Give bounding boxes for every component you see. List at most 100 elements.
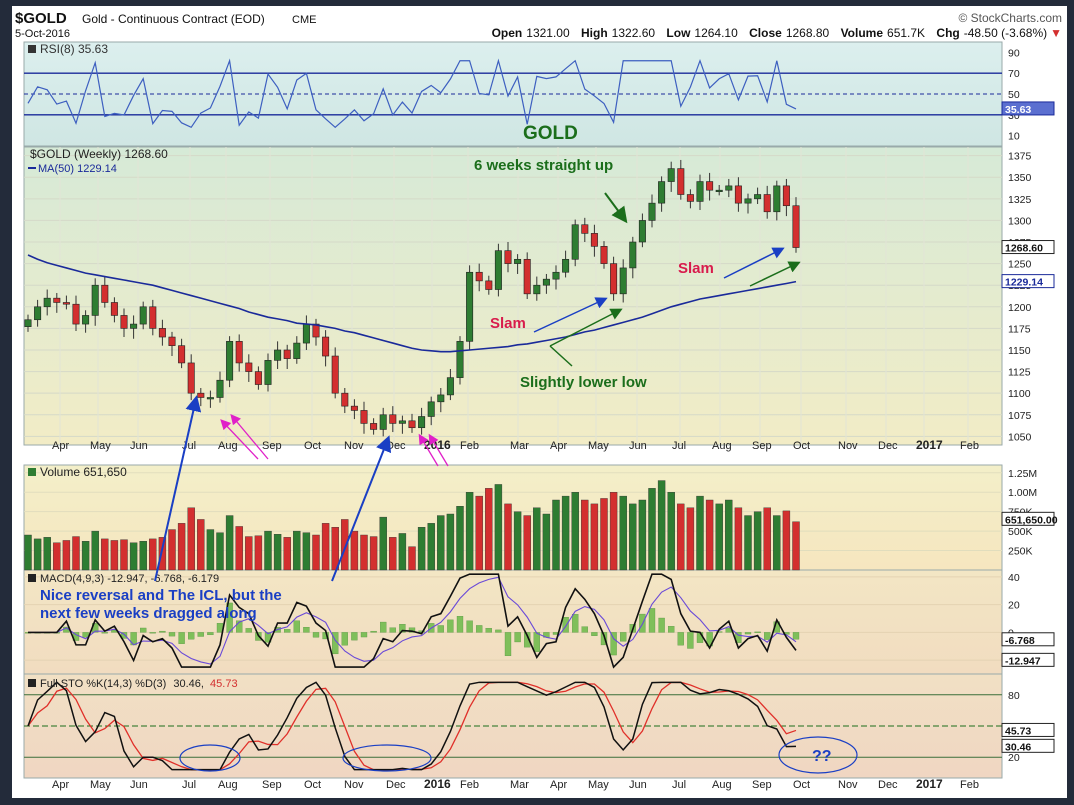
annotation-oval-2 xyxy=(342,744,432,772)
price-tick-label: 1300 xyxy=(1008,215,1032,227)
volume-bar-up xyxy=(494,484,503,571)
candle-down xyxy=(677,168,685,195)
candle-down xyxy=(600,246,608,264)
rsi-legend-icon xyxy=(28,45,36,53)
volume-bar-down xyxy=(389,537,397,571)
chart-header: $GOLD Gold - Continuous Contract (EOD) C… xyxy=(15,10,1062,40)
candle-down xyxy=(370,423,378,430)
macd-histogram-bar xyxy=(668,626,675,633)
candle-down xyxy=(792,205,800,248)
volume-bar-down xyxy=(523,515,531,571)
ma-badge-box xyxy=(1001,274,1055,289)
volume-bar-up xyxy=(657,480,666,571)
macd-histogram-bar xyxy=(408,627,416,633)
volume-bar-up xyxy=(513,511,522,571)
volume-bar-up xyxy=(773,515,781,571)
x-axis-label: May xyxy=(90,440,111,452)
annotation-lower-low-arrow-right xyxy=(749,261,801,287)
x-axis-label: Feb xyxy=(460,779,479,791)
candle-up xyxy=(43,297,51,308)
volume-badge: 651,650.00 xyxy=(1005,514,1058,526)
sto-tick-label: 80 xyxy=(1008,690,1020,702)
x-axis-label: Feb xyxy=(460,440,479,452)
macd-histogram-bar xyxy=(600,632,608,646)
candle-down xyxy=(53,297,61,303)
candle-down xyxy=(158,328,166,338)
volume-bar-down xyxy=(686,507,695,571)
x-axis-label: Apr xyxy=(52,779,69,791)
source-label: © StockCharts.com xyxy=(958,11,1062,25)
volume-bar-down xyxy=(72,536,80,571)
candle-up xyxy=(226,341,234,381)
volume-bar-up xyxy=(744,515,752,571)
volume-tick-label: 1.25M xyxy=(1008,468,1037,480)
volume-bar-down xyxy=(331,527,339,571)
macd-histogram-bar xyxy=(236,620,243,633)
candle-up xyxy=(379,414,387,430)
volume-bar-down xyxy=(792,521,800,571)
volume-bar-up xyxy=(33,538,42,571)
price-tick-label: 1350 xyxy=(1008,172,1032,184)
x-axis-label: Oct xyxy=(793,440,810,452)
volume-bar-down xyxy=(321,523,330,571)
volume-bar-up xyxy=(379,516,387,571)
volume-bar-up xyxy=(81,541,90,571)
sto-legend-icon xyxy=(28,679,36,687)
volume-bar-up xyxy=(648,488,656,571)
volume-bar-up xyxy=(753,511,762,571)
x-axis-label: Apr xyxy=(52,440,69,452)
macd-histogram-bar xyxy=(168,632,176,637)
macd-histogram-bar xyxy=(456,616,464,633)
candle-down xyxy=(72,303,80,325)
macd-histogram-bar xyxy=(495,629,502,633)
candle-up xyxy=(619,267,627,295)
macd-histogram-bar xyxy=(792,632,800,640)
candle-up xyxy=(638,220,646,243)
candle-down xyxy=(389,414,397,424)
volume-bar-up xyxy=(24,534,32,571)
macd-histogram-bar xyxy=(620,632,627,642)
candle-up xyxy=(34,306,42,321)
candle-down xyxy=(350,405,358,411)
candle-down xyxy=(149,306,157,329)
volume-bar-down xyxy=(110,540,119,571)
annotation-gold-title: GOLD xyxy=(523,123,578,144)
x-axis-label: Jun xyxy=(629,440,647,452)
candle-down xyxy=(590,233,598,247)
candle-up xyxy=(466,271,474,342)
volume-bar-down xyxy=(360,534,368,571)
annotation-reversal-line2: next few weeks dragged along xyxy=(40,605,257,622)
annotation-magenta-arrow-2 xyxy=(230,414,269,460)
candle-down xyxy=(245,362,253,372)
volume-bar-up xyxy=(273,534,282,571)
volume-bar-down xyxy=(590,503,599,571)
volume-badge-box xyxy=(1001,511,1055,526)
volume-bar-down xyxy=(245,536,253,571)
instrument-name: Gold - Continuous Contract (EOD) xyxy=(82,12,265,26)
volume-bar-up xyxy=(552,499,560,571)
ma50-line xyxy=(27,254,797,353)
candle-down xyxy=(120,315,128,329)
macd-histogram-bar xyxy=(351,632,358,641)
volume-bar-up xyxy=(216,532,224,571)
rsi-tick-label: 30 xyxy=(1008,110,1020,122)
macd-histogram-bar xyxy=(140,627,147,633)
sto-d-badge-box xyxy=(1001,722,1055,737)
macd-histogram-bar xyxy=(648,608,656,633)
price-tick-label: 1325 xyxy=(1008,194,1032,206)
price-tick-label: 1100 xyxy=(1008,388,1031,400)
candle-down xyxy=(686,194,694,202)
volume-bar-down xyxy=(235,526,243,571)
price-tick-label: 1050 xyxy=(1008,431,1032,443)
x-axis-label: Oct xyxy=(304,440,321,452)
annotation-magenta-arrow-4 xyxy=(428,433,449,467)
volume-bar-up xyxy=(437,515,445,571)
candle-down xyxy=(706,181,714,191)
sto-k-badge: 30.46 xyxy=(1005,741,1031,753)
close-badge: 1268.60 xyxy=(1005,243,1043,255)
price-tick-label: 1375 xyxy=(1008,151,1032,163)
candle-down xyxy=(763,194,771,213)
volume-bar-up xyxy=(427,523,435,571)
sto-k-badge-box xyxy=(1001,738,1055,753)
candle-down xyxy=(581,224,589,234)
